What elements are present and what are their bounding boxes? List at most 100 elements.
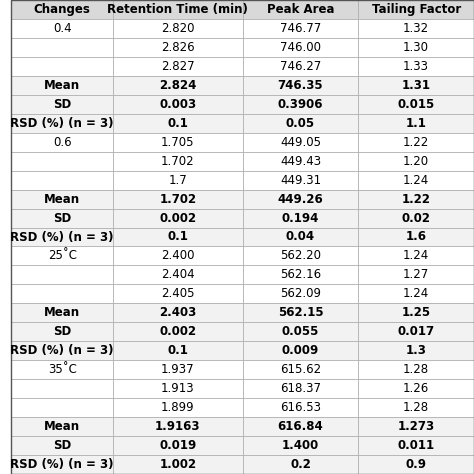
Text: SD: SD xyxy=(53,325,72,338)
Bar xyxy=(243,341,358,360)
Text: 0.003: 0.003 xyxy=(159,98,196,111)
Bar xyxy=(243,133,358,152)
Bar xyxy=(11,341,113,360)
Text: SD: SD xyxy=(53,211,72,225)
Bar xyxy=(113,341,243,360)
Text: 1.9163: 1.9163 xyxy=(155,420,201,433)
Bar xyxy=(11,228,113,246)
Bar xyxy=(243,0,358,19)
Text: 2.403: 2.403 xyxy=(159,306,197,319)
Text: 0.2: 0.2 xyxy=(290,458,311,471)
Text: 2.826: 2.826 xyxy=(161,41,195,54)
Text: 0.055: 0.055 xyxy=(282,325,319,338)
Text: Mean: Mean xyxy=(44,420,80,433)
Bar xyxy=(243,436,358,455)
Bar xyxy=(113,209,243,228)
Bar xyxy=(358,228,474,246)
Text: 0.3906: 0.3906 xyxy=(278,98,323,111)
Text: 1.273: 1.273 xyxy=(398,420,435,433)
Bar xyxy=(243,360,358,379)
Bar xyxy=(11,152,113,171)
Text: Peak Area: Peak Area xyxy=(267,3,334,16)
Bar xyxy=(358,133,474,152)
Bar xyxy=(113,246,243,265)
Bar xyxy=(243,265,358,284)
Bar xyxy=(358,57,474,76)
Bar xyxy=(11,133,113,152)
Text: Mean: Mean xyxy=(44,192,80,206)
Text: 0.1: 0.1 xyxy=(167,230,188,244)
Bar xyxy=(11,57,113,76)
Bar xyxy=(113,284,243,303)
Text: 1.27: 1.27 xyxy=(403,268,429,282)
Bar xyxy=(113,190,243,209)
Text: 2.824: 2.824 xyxy=(159,79,197,92)
Text: 746.77: 746.77 xyxy=(280,22,321,35)
Bar xyxy=(243,322,358,341)
Bar xyxy=(113,152,243,171)
Bar xyxy=(358,114,474,133)
Bar xyxy=(358,95,474,114)
Text: 1.24: 1.24 xyxy=(403,287,429,301)
Text: 1.31: 1.31 xyxy=(401,79,431,92)
Text: RSD (%) (n = 3): RSD (%) (n = 3) xyxy=(10,344,114,357)
Bar xyxy=(113,57,243,76)
Bar xyxy=(243,190,358,209)
Text: RSD (%) (n = 3): RSD (%) (n = 3) xyxy=(10,458,114,471)
Bar xyxy=(358,246,474,265)
Bar xyxy=(243,284,358,303)
Bar xyxy=(113,0,243,19)
Bar xyxy=(113,379,243,398)
Text: 1.30: 1.30 xyxy=(403,41,429,54)
Bar xyxy=(113,398,243,417)
Bar xyxy=(243,246,358,265)
Text: 1.702: 1.702 xyxy=(159,192,196,206)
Text: 449.31: 449.31 xyxy=(280,173,321,187)
Bar xyxy=(243,379,358,398)
Text: 0.015: 0.015 xyxy=(398,98,435,111)
Bar xyxy=(113,417,243,436)
Bar xyxy=(358,171,474,190)
Bar xyxy=(113,133,243,152)
Bar xyxy=(11,209,113,228)
Bar xyxy=(358,398,474,417)
Bar xyxy=(358,190,474,209)
Bar xyxy=(358,455,474,474)
Bar xyxy=(113,19,243,38)
Bar xyxy=(243,303,358,322)
Bar xyxy=(358,284,474,303)
Text: 1.26: 1.26 xyxy=(403,382,429,395)
Text: SD: SD xyxy=(53,98,72,111)
Bar xyxy=(113,265,243,284)
Text: 562.15: 562.15 xyxy=(278,306,323,319)
Bar xyxy=(11,322,113,341)
Text: Mean: Mean xyxy=(44,306,80,319)
Bar xyxy=(358,417,474,436)
Text: 562.20: 562.20 xyxy=(280,249,321,263)
Text: 2.827: 2.827 xyxy=(161,60,195,73)
Bar xyxy=(358,38,474,57)
Text: 0.002: 0.002 xyxy=(159,325,196,338)
Bar xyxy=(11,0,113,19)
Bar xyxy=(11,19,113,38)
Bar xyxy=(113,38,243,57)
Bar xyxy=(243,152,358,171)
Text: 1.3: 1.3 xyxy=(406,344,427,357)
Bar xyxy=(11,360,113,379)
Text: 0.6: 0.6 xyxy=(53,136,72,149)
Text: 618.37: 618.37 xyxy=(280,382,321,395)
Text: 1.32: 1.32 xyxy=(403,22,429,35)
Text: RSD (%) (n = 3): RSD (%) (n = 3) xyxy=(10,230,114,244)
Text: 1.22: 1.22 xyxy=(403,136,429,149)
Text: 615.62: 615.62 xyxy=(280,363,321,376)
Bar xyxy=(358,209,474,228)
Text: Tailing Factor: Tailing Factor xyxy=(372,3,461,16)
Bar xyxy=(243,417,358,436)
Text: 616.84: 616.84 xyxy=(278,420,323,433)
Text: 0.002: 0.002 xyxy=(159,211,196,225)
Bar xyxy=(113,95,243,114)
Text: 449.26: 449.26 xyxy=(278,192,323,206)
Text: 0.04: 0.04 xyxy=(286,230,315,244)
Text: 1.33: 1.33 xyxy=(403,60,429,73)
Text: 562.16: 562.16 xyxy=(280,268,321,282)
